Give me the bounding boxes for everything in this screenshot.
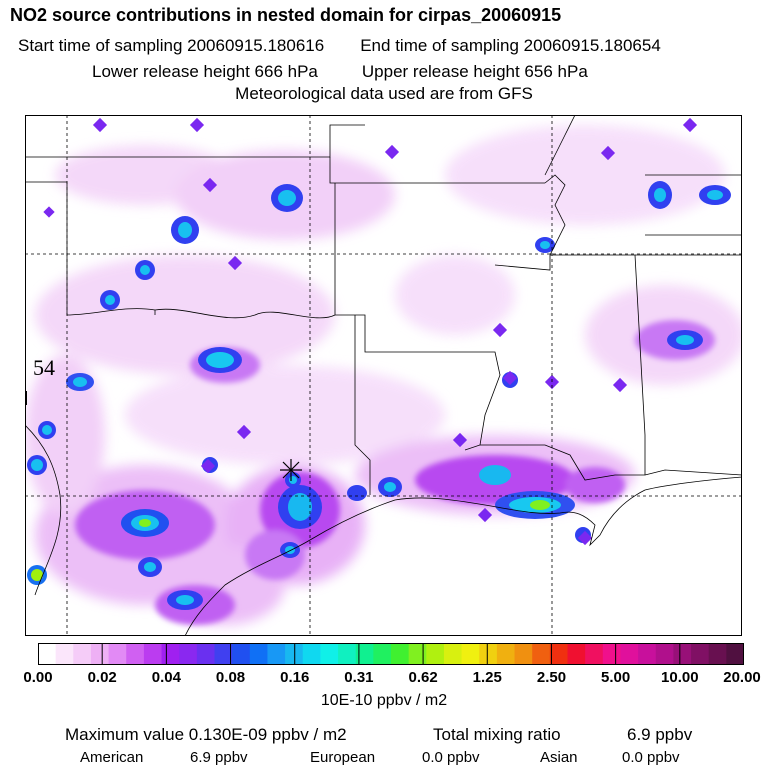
colorbar-swatch: [585, 643, 604, 665]
star-marker: [280, 459, 302, 481]
concentration-map: 54: [25, 115, 742, 636]
start-time: Start time of sampling 20060915.180616: [18, 36, 325, 55]
colorbar-swatch: [532, 643, 551, 665]
colorbar-swatch: [726, 643, 744, 665]
total-mixing-ratio-label: Total mixing ratio: [433, 725, 561, 744]
colorbar-tick-label: 0.16: [280, 669, 310, 686]
colorbar: [38, 643, 744, 665]
total-mixing-ratio-value: 6.9 ppbv: [627, 725, 693, 744]
colorbar-swatch: [691, 643, 710, 665]
colorbar-swatch: [179, 643, 198, 665]
hot-spots: [27, 181, 731, 610]
marker-label: 54: [33, 355, 55, 380]
colorbar-swatch: [302, 643, 321, 665]
colorbar-swatch: [655, 643, 674, 665]
colorbar-swatch: [602, 643, 621, 665]
colorbar-swatch: [620, 643, 639, 665]
colorbar-swatch: [496, 643, 516, 665]
american-value: 6.9 ppbv: [190, 749, 248, 766]
colorbar-tick-label: 0.08: [215, 669, 246, 686]
met-data-source: Meteorological data used are from GFS: [235, 84, 533, 103]
colorbar-swatch: [90, 643, 110, 665]
colorbar-swatch: [391, 643, 410, 665]
lat-lon-grid: [25, 115, 742, 636]
colorbar-swatch: [443, 643, 463, 665]
colorbar-tick-label: 0.02: [87, 669, 117, 686]
asian-value: 0.0 ppbv: [622, 749, 680, 766]
colorbar-units: 10E-10 ppbv / m2: [320, 692, 448, 709]
colorbar-tick-label: 5.00: [601, 669, 631, 686]
asian-label: Asian: [540, 749, 578, 766]
lower-release-height: Lower release height 666 hPa: [92, 62, 318, 81]
colorbar-swatch: [55, 643, 74, 665]
upper-release-height: Upper release height 656 hPa: [361, 62, 588, 81]
colorbar-swatch: [673, 643, 692, 665]
release-heights: Lower release height 666 hPa Upper releas…: [92, 62, 588, 82]
colorbar-swatch: [143, 643, 163, 665]
colorbar-tick-label: 10.00: [661, 669, 699, 686]
colorbar-swatch: [38, 643, 57, 665]
colorbar-tick-label: 0.00: [23, 669, 53, 686]
colorbar-swatch: [73, 643, 92, 665]
colorbar-tick-label: 20.00: [723, 669, 761, 686]
colorbar-tick-label: 0.04: [151, 669, 181, 686]
colorbar-swatch: [232, 643, 251, 665]
colorbar-tick-label: 0.62: [408, 669, 438, 686]
european-label: European: [310, 749, 376, 766]
colorbar-swatch: [108, 643, 127, 665]
colorbar-swatch: [126, 643, 145, 665]
colorbar-swatch: [267, 643, 286, 665]
colorbar-swatch: [708, 643, 727, 665]
european-value: 0.0 ppbv: [422, 749, 480, 766]
colorbar-swatch: [479, 643, 498, 665]
colorbar-swatch: [249, 643, 268, 665]
colorbar-swatch: [549, 643, 568, 665]
colorbar-tick-label: 2.50: [536, 669, 567, 686]
colorbar-swatch: [196, 643, 215, 665]
colorbar-swatch: [461, 643, 480, 665]
colorbar-swatch: [408, 643, 427, 665]
colorbar-swatch: [355, 643, 374, 665]
colorbar-tick-label: 0.31: [344, 669, 374, 686]
colorbar-swatch: [514, 643, 533, 665]
colorbar-swatch: [638, 643, 657, 665]
sampling-times: Start time of sampling 20060915.180616 En…: [18, 36, 661, 56]
gulf-coastline: [184, 476, 742, 636]
colorbar-swatch: [214, 643, 233, 665]
colorbar-swatch: [426, 643, 445, 665]
american-label: American: [80, 749, 144, 766]
colorbar-frame: [38, 643, 744, 665]
plot-title: NO2 source contributions in nested domai…: [10, 5, 562, 25]
maximum-value: Maximum value 0.130E-09 ppbv / m2: [65, 725, 347, 744]
colorbar-swatch: [338, 643, 357, 665]
end-time: End time of sampling 20060915.180654: [360, 36, 661, 55]
colorbar-swatch: [285, 643, 304, 665]
colorbar-swatch: [320, 643, 339, 665]
colorbar-swatch: [161, 643, 180, 665]
colorbar-tick-label: 1.25: [472, 669, 502, 686]
colorbar-swatch: [373, 643, 392, 665]
colorbar-swatch: [567, 643, 586, 665]
